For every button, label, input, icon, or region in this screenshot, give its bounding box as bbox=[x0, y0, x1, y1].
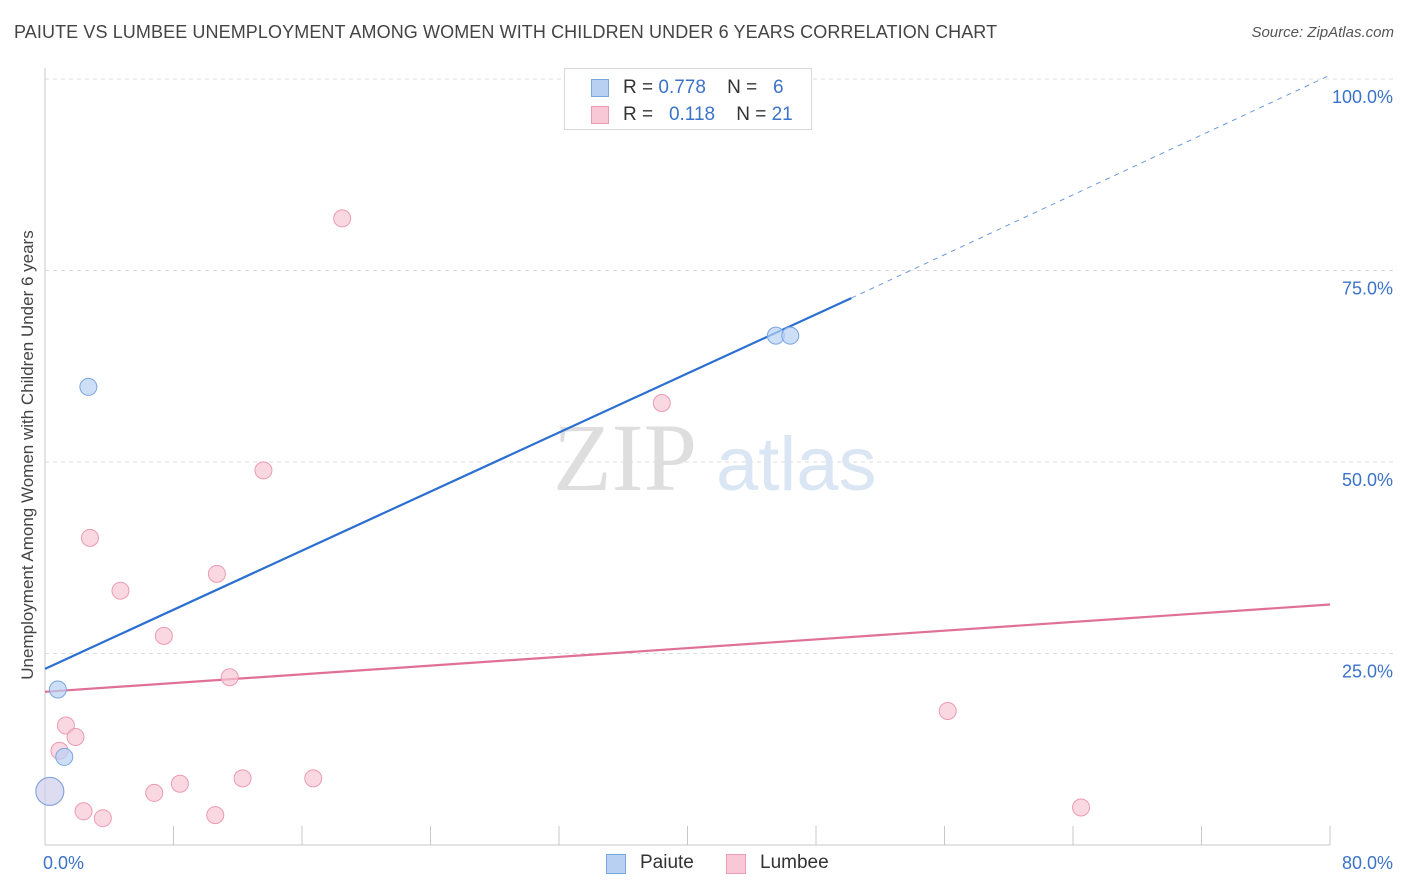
paiute-point-2 bbox=[55, 747, 74, 766]
correlation-legend: R = 0.778 N = 6 R = 0.118 N = 21 bbox=[564, 68, 812, 130]
lumbee-r-label: R = bbox=[623, 104, 654, 125]
lumbee-point-20 bbox=[1072, 798, 1091, 817]
lumbee-point-18 bbox=[652, 394, 671, 413]
paiute-r-label: R = bbox=[623, 77, 654, 98]
paiute-trend-line bbox=[44, 297, 852, 670]
paiute-point-1 bbox=[48, 680, 67, 699]
y-tick-label-25: 25.0% bbox=[1342, 662, 1393, 682]
lumbee-swatch bbox=[591, 106, 609, 124]
watermark: ZIP atlas bbox=[553, 404, 877, 511]
axis-layer bbox=[44, 68, 1331, 846]
y-tick-label-100: 100.0% bbox=[1332, 87, 1393, 107]
lumbee-legend-swatch bbox=[726, 854, 746, 874]
lumbee-n-label: N = bbox=[736, 104, 767, 125]
x-tick-label-80: 80.0% bbox=[1342, 853, 1393, 873]
paiute-trend-extension bbox=[851, 74, 1331, 299]
chart-title: PAIUTE VS LUMBEE UNEMPLOYMENT AMONG WOME… bbox=[14, 22, 998, 42]
x-tick-label-0: 0.0% bbox=[43, 853, 84, 873]
paiute-n-label: N = bbox=[727, 77, 758, 98]
lumbee-point-7 bbox=[111, 581, 130, 600]
lumbee-trend-line bbox=[44, 603, 1331, 693]
paiute-point-3 bbox=[79, 377, 98, 396]
y-tick-label-75: 75.0% bbox=[1342, 279, 1393, 299]
lumbee-point-2 bbox=[56, 716, 75, 735]
lumbee-point-13 bbox=[220, 668, 239, 687]
lumbee-point-12 bbox=[207, 564, 226, 583]
paiute-legend-label: Paiute bbox=[640, 852, 694, 873]
paiute-swatch bbox=[591, 79, 609, 97]
watermark-zip: ZIP bbox=[553, 404, 697, 511]
lumbee-point-6 bbox=[93, 809, 112, 828]
lumbee-point-4 bbox=[74, 802, 93, 821]
lumbee-point-17 bbox=[333, 209, 352, 228]
lumbee-point-5 bbox=[80, 528, 99, 547]
lumbee-r-value: 0.118 bbox=[668, 104, 716, 125]
point-layer bbox=[35, 209, 1091, 828]
lumbee-n-value: 21 bbox=[771, 104, 793, 125]
source-label: Source: ZipAtlas.com bbox=[1251, 24, 1394, 41]
lumbee-point-8 bbox=[145, 783, 164, 802]
paiute-point-5 bbox=[781, 326, 800, 345]
lumbee-point-16 bbox=[304, 769, 323, 788]
lumbee-point-10 bbox=[170, 774, 189, 793]
lumbee-point-11 bbox=[206, 806, 225, 825]
lumbee-legend-label: Lumbee bbox=[760, 852, 829, 873]
y-tick-label-50: 50.0% bbox=[1342, 470, 1393, 490]
lumbee-point-9 bbox=[154, 626, 173, 645]
lumbee-point-14 bbox=[233, 769, 252, 788]
paiute-point-0 bbox=[35, 776, 65, 806]
paiute-r-value: 0.778 bbox=[658, 77, 706, 98]
grid-layer bbox=[45, 78, 1395, 654]
paiute-n-value: 6 bbox=[773, 77, 784, 98]
trend-layer bbox=[44, 74, 1331, 693]
lumbee-point-19 bbox=[938, 701, 957, 720]
paiute-legend-swatch bbox=[606, 854, 626, 874]
lumbee-point-15 bbox=[254, 461, 273, 480]
lumbee-point-3 bbox=[66, 727, 85, 746]
tick-label-layer: 25.0% 50.0% 75.0% 100.0% 0.0% 80.0% bbox=[43, 87, 1393, 873]
watermark-atlas: atlas bbox=[716, 422, 877, 507]
